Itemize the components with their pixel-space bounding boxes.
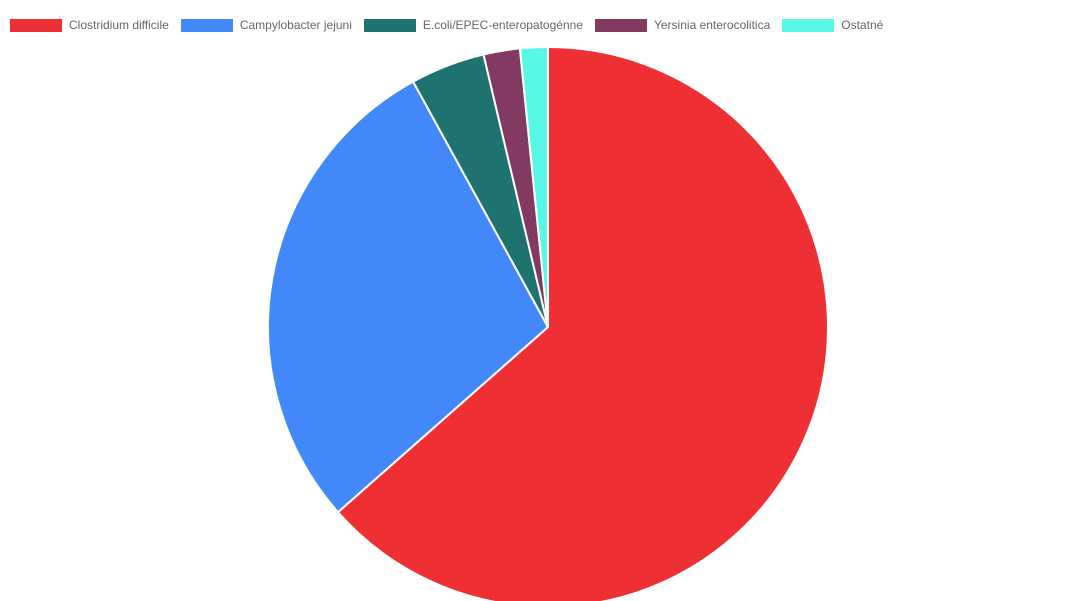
pie-slice-ostatn[interactable] [518, 45, 549, 328]
legend-item-clostridium-difficile[interactable]: Clostridium difficile [10, 17, 169, 32]
legend-item-campylobacter-jejuni[interactable]: Campylobacter jejuni [180, 17, 352, 32]
chart-legend: Clostridium difficile Campylobacter jejun… [10, 15, 895, 35]
legend-swatch [10, 18, 62, 32]
legend-label: E.coli/EPEC-enteropatogénne [422, 17, 583, 32]
legend-item-e-coli-epec-enteropatog-nne[interactable]: E.coli/EPEC-enteropatogénne [363, 17, 583, 32]
legend-label: Clostridium difficile [69, 17, 169, 32]
pie-slice-campylobacter-jejuni[interactable] [267, 80, 549, 514]
legend-swatch [363, 18, 416, 32]
legend-label: Campylobacter jejuni [239, 17, 352, 32]
legend-swatch [594, 18, 647, 32]
legend-swatch [782, 18, 835, 32]
pie-slice-clostridium-difficile[interactable] [336, 46, 829, 601]
legend-item-ostatn[interactable]: Ostatné [782, 17, 884, 32]
legend-swatch [180, 18, 233, 32]
legend-item-yersinia-enterocolitica[interactable]: Yersinia enterocolitica [594, 17, 771, 32]
legend-label: Ostatné [841, 17, 884, 32]
legend-label: Yersinia enterocolitica [653, 17, 771, 32]
